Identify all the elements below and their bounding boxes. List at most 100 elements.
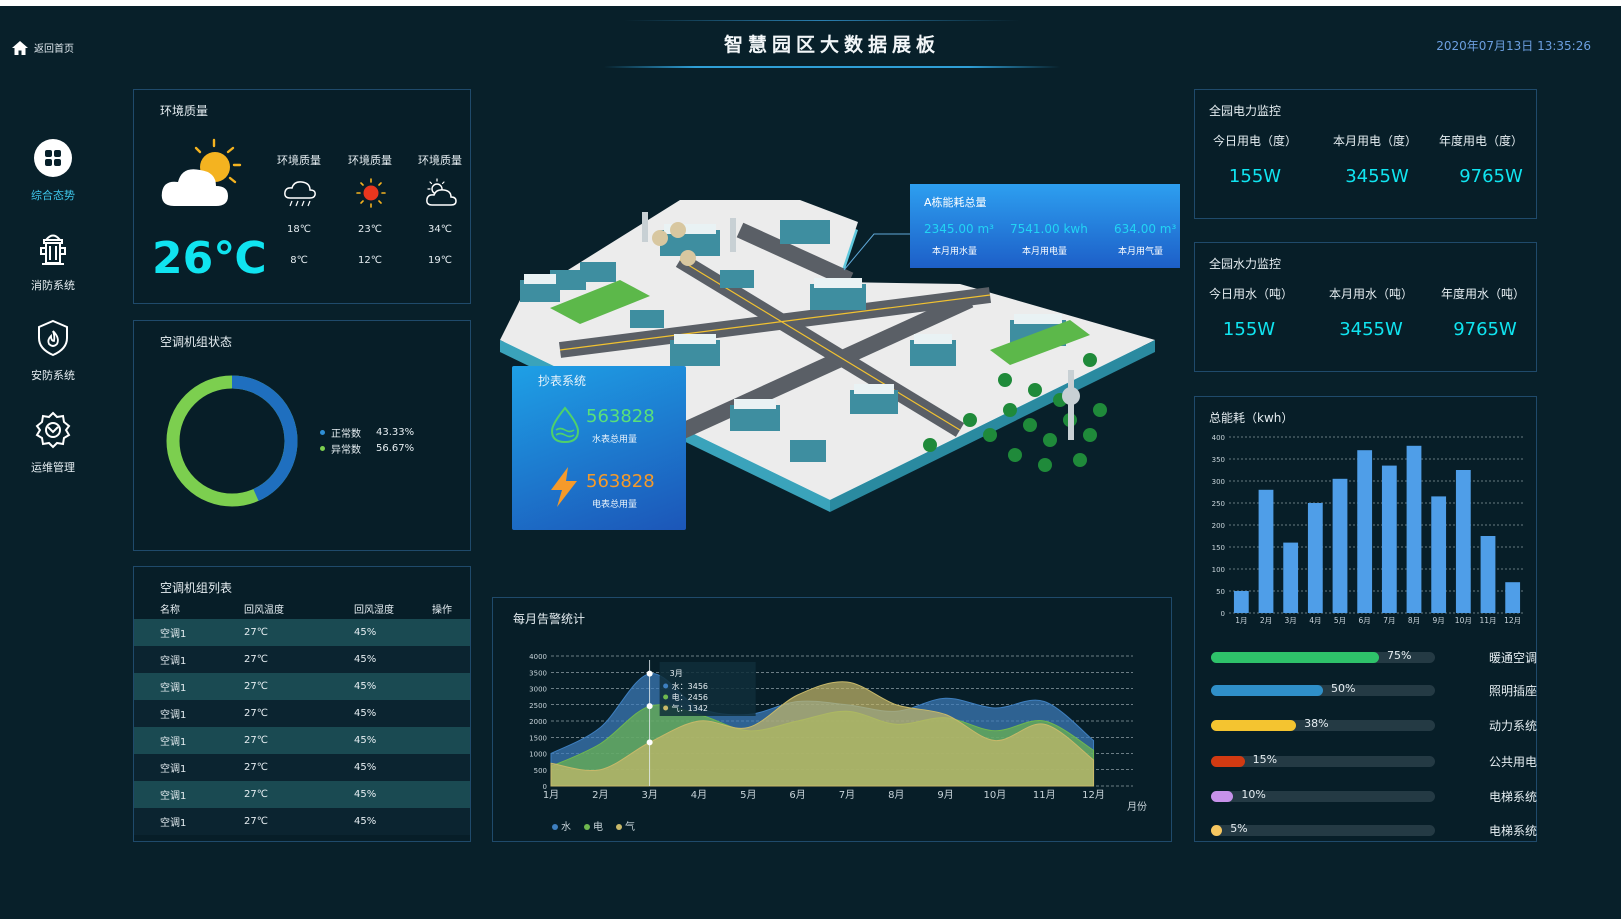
dashboard-icon — [34, 139, 72, 177]
table-cell: 空调1 — [134, 754, 218, 781]
x-tick-label: 9月 — [1433, 616, 1445, 625]
table-cell[interactable] — [406, 619, 470, 646]
x-tick-label: 3月 — [1285, 616, 1297, 625]
x-tick-label: 4月 — [691, 789, 707, 801]
y-tick-label: 150 — [1212, 544, 1225, 552]
stat-label: 本月用电（度） — [1332, 134, 1417, 148]
energy-bar-row: 5% 电梯系统 — [1211, 822, 1537, 838]
nav-item-fire[interactable]: 消防系统 — [18, 228, 88, 293]
ac-list-table: 名称 回风温度 回风湿度 操作 空调1 27℃ 45% 空调1 27℃ 45% 空调1 27℃… — [134, 597, 470, 835]
col-header: 名称 — [160, 604, 180, 616]
y-tick-label: 0 — [1221, 610, 1225, 618]
tooltip-box — [659, 662, 756, 716]
table-cell[interactable] — [406, 727, 470, 754]
meter-title: 抄表系统 — [538, 374, 587, 388]
legend-dot — [552, 824, 558, 830]
table-cell[interactable] — [406, 700, 470, 727]
progress-track — [1211, 791, 1435, 802]
nav-item-maintenance[interactable]: 运维管理 — [18, 410, 88, 475]
stat-value: 3455W — [1339, 319, 1403, 340]
x-tick-label: 4月 — [1309, 616, 1321, 625]
legend-label: 正常数 — [331, 429, 361, 440]
building-water-label: 本月用水量 — [932, 247, 978, 257]
donut-normal-slice — [166, 375, 298, 507]
water-total-value: 563828 — [586, 406, 655, 427]
weather-label: 环境质量 — [277, 154, 321, 167]
energy-bar-row: 75% 暖通空调 — [1211, 649, 1537, 665]
table-cell[interactable] — [406, 754, 470, 781]
table-cell: 27℃ — [218, 781, 328, 808]
nav-item-overview[interactable]: 综合态势 — [18, 138, 88, 203]
env-panel: 环境质量 26℃ 环境质量 18℃ 8℃ 环境质量 23℃ 12℃ 环境质量 — [133, 89, 471, 304]
x-tick-label: 5月 — [740, 789, 756, 801]
x-tick-label: 7月 — [1383, 616, 1395, 625]
col-header: 操作 — [432, 604, 452, 616]
energy-panel: 总能耗（kwh） 0 50 100 150 200 250 300 350 400 1月 2月 3月 4… — [1194, 396, 1537, 842]
weather-col-2: 环境质量 23℃ 12℃ — [338, 152, 402, 266]
x-tick-label: 5月 — [1334, 616, 1346, 625]
y-tick-label: 250 — [1212, 500, 1225, 508]
table-cell: 空调1 — [134, 781, 218, 808]
sun-icon — [356, 178, 386, 208]
building-gas-value: 634.00 m³ — [1114, 222, 1177, 236]
progress-track — [1211, 720, 1435, 731]
y-tick-label: 0 — [543, 783, 547, 791]
legend-label[interactable]: 水 — [561, 821, 571, 833]
progress-fill — [1211, 825, 1223, 836]
legend-label[interactable]: 电 — [593, 820, 603, 833]
x-tick-label: 6月 — [789, 789, 805, 801]
x-tick-label: 10月 — [1455, 616, 1472, 625]
y-tick-label: 300 — [1212, 478, 1225, 486]
table-cell: 45% — [328, 646, 406, 673]
progress-percent: 38% — [1304, 717, 1329, 730]
home-label: 返回首页 — [34, 44, 74, 55]
progress-label: 动力系统 — [1488, 719, 1537, 733]
y-tick-label: 1500 — [529, 734, 547, 742]
progress-fill — [1211, 685, 1323, 696]
nav-item-security[interactable]: 安防系统 — [18, 318, 88, 383]
building-gas-label: 本月用气量 — [1118, 247, 1164, 257]
x-tick-label: 1月 — [1235, 616, 1247, 625]
progress-label: 照明插座 — [1488, 684, 1537, 698]
table-cell: 27℃ — [218, 700, 328, 727]
table-cell[interactable] — [406, 808, 470, 835]
table-cell: 45% — [328, 727, 406, 754]
legend-label[interactable]: 气 — [625, 820, 635, 833]
table-cell: 空调1 — [134, 808, 218, 835]
table-cell[interactable] — [406, 646, 470, 673]
progress-percent: 75% — [1387, 649, 1412, 662]
table-cell: 空调1 — [134, 646, 218, 673]
energy-bar-row: 50% 照明插座 — [1211, 682, 1537, 698]
x-tick-label: 2月 — [1260, 616, 1272, 625]
current-temperature: 26℃ — [152, 233, 267, 284]
table-cell: 27℃ — [218, 619, 328, 646]
building-elec-label: 本月用电量 — [1022, 247, 1068, 257]
table-cell: 45% — [328, 700, 406, 727]
fire-hydrant-icon — [40, 234, 66, 265]
nav-label: 安防系统 — [31, 369, 75, 382]
y-tick-label: 100 — [1212, 566, 1225, 574]
tooltip-title: 3月 — [670, 669, 683, 678]
weather-low: 12℃ — [358, 255, 382, 266]
x-tick-label: 8月 — [1408, 616, 1420, 625]
x-axis-label: 月份 — [1127, 801, 1147, 813]
y-tick-label: 50 — [1216, 588, 1225, 596]
table-cell: 空调1 — [134, 700, 218, 727]
progress-percent: 15% — [1252, 753, 1278, 766]
table-cell[interactable] — [406, 781, 470, 808]
table-cell: 27℃ — [218, 808, 328, 835]
progress-label: 暖通空调 — [1488, 651, 1537, 665]
progress-fill — [1211, 791, 1234, 802]
y-tick-label: 3500 — [529, 669, 547, 677]
elec-total-value: 563828 — [586, 471, 655, 492]
table-row: 空调1 27℃ 45% — [134, 700, 470, 727]
legend-abnormal: 异常数 56.67% — [320, 441, 414, 456]
table-cell: 空调1 — [134, 619, 218, 646]
x-tick-label: 7月 — [839, 789, 855, 801]
progress-percent: 50% — [1331, 682, 1356, 695]
table-cell[interactable] — [406, 673, 470, 700]
bar — [1406, 445, 1422, 613]
energy-bar-row: 10% 电梯系统 — [1211, 788, 1537, 804]
y-tick-label: 1000 — [529, 751, 547, 759]
home-link[interactable]: 返回首页 — [12, 40, 74, 55]
